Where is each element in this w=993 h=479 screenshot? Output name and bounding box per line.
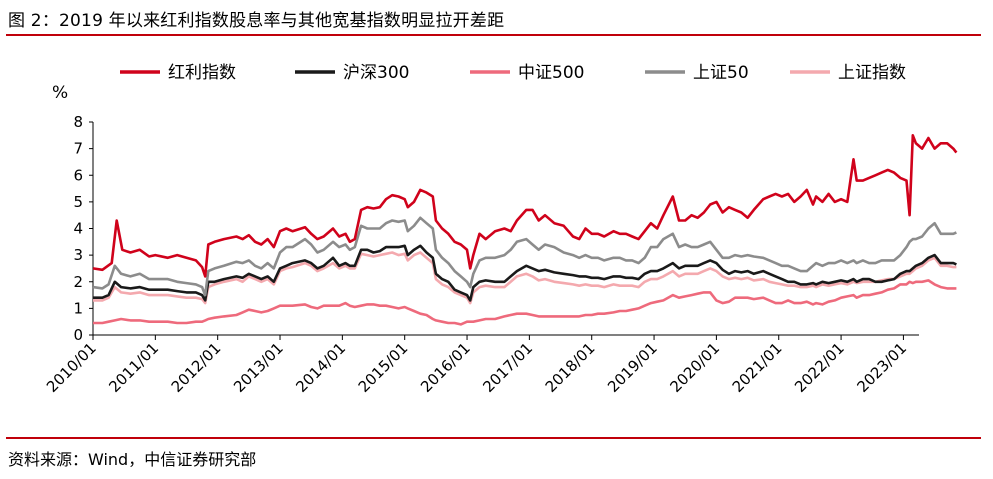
series-line-3 [92, 216, 957, 297]
x-tick-label: 2011/01 [105, 339, 162, 396]
x-tick-label: 2019/01 [604, 339, 661, 396]
y-tick-label: 8 [73, 113, 83, 131]
legend-label-1: 沪深300 [343, 63, 409, 83]
y-tick-label: 1 [73, 299, 83, 317]
x-tick-label: 2020/01 [666, 339, 723, 396]
y-tick-label: 6 [73, 166, 83, 184]
y-axis-unit-label: % [52, 83, 68, 103]
x-tick-label: 2015/01 [355, 339, 412, 396]
x-tick-label: 2017/01 [479, 339, 536, 396]
legend-label-3: 上证50 [693, 63, 749, 83]
legend: 红利指数 沪深300 中证500 上证50 上证指数 [120, 63, 906, 83]
series-line-1 [93, 244, 957, 302]
series-group [92, 134, 958, 326]
x-tick-label: 2021/01 [729, 339, 786, 396]
legend-label-4: 上证指数 [838, 63, 906, 83]
series-line-4 [93, 251, 957, 305]
y-tick-label: 3 [73, 246, 83, 264]
top-divider [6, 34, 981, 36]
legend-label-0: 红利指数 [168, 63, 236, 83]
y-tick-label: 4 [73, 220, 83, 238]
y-tick-label: 5 [73, 193, 83, 211]
x-tick-label: 2018/01 [542, 339, 599, 396]
x-tick-label: 2016/01 [417, 339, 474, 396]
series-line-2 [93, 279, 957, 326]
x-tick-label: 2014/01 [292, 339, 349, 396]
source-note: 资料来源：Wind，中信证券研究部 [8, 450, 257, 469]
figure-title: 图 2：2019 年以来红利指数股息率与其他宽基指数明显拉开差距 [8, 11, 505, 31]
x-tick-label: 2023/01 [853, 339, 910, 396]
y-tick-label: 2 [73, 273, 83, 291]
series-line-0 [92, 134, 958, 278]
x-tick-label: 2010/01 [43, 339, 100, 396]
y-tick-label: 7 [73, 140, 83, 158]
bottom-divider [6, 437, 981, 439]
line-chart: 红利指数 沪深300 中证500 上证50 上证指数 % 0 1 2 3 4 5 6 7 8 2010/0… [43, 63, 958, 396]
x-tick-label: 2013/01 [230, 339, 287, 396]
y-tick-label: 0 [73, 326, 83, 344]
x-tick-label: 2012/01 [168, 339, 225, 396]
legend-label-2: 中证500 [518, 63, 584, 83]
x-tick-label: 2022/01 [791, 339, 848, 396]
